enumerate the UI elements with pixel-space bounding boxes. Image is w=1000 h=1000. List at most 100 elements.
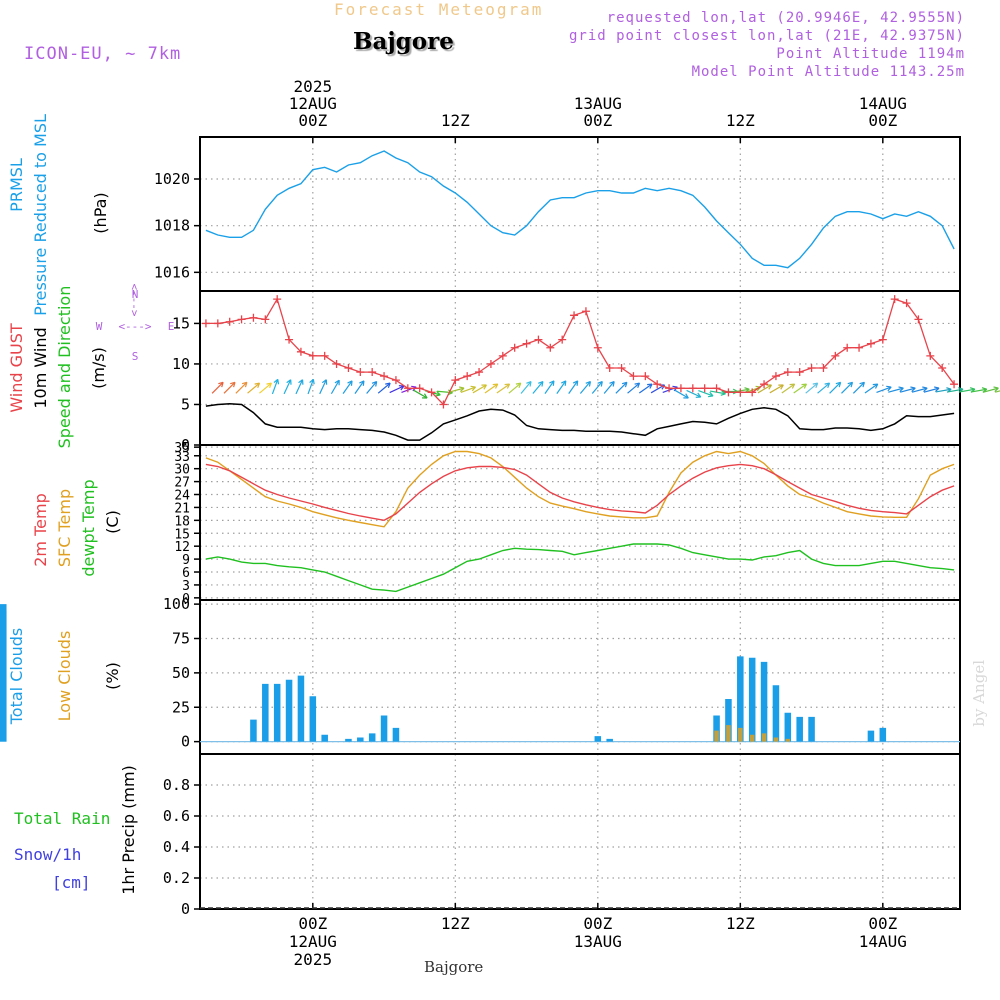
wind-direction-arrow: [413, 389, 428, 399]
low-clouds-bar: [726, 725, 731, 742]
wind-arrow-shaft: [864, 383, 879, 394]
wind-arrow-shaft: [923, 387, 940, 393]
wind-gust-marker: [641, 372, 650, 381]
gust-label: Wind GUST: [7, 323, 26, 413]
wind-gust-marker: [225, 317, 234, 326]
total-clouds-bar: [760, 661, 768, 742]
wind-gust-marker: [629, 372, 638, 381]
wind-gust-marker: [748, 388, 757, 397]
wind-direction-arrow: [627, 382, 641, 394]
wind-ytick-label: 10: [172, 355, 190, 373]
wind-arrow-head: [436, 390, 441, 396]
wind-direction-arrow: [793, 383, 807, 394]
compass-east: E: [168, 320, 175, 333]
wind-arrow-head: [780, 384, 784, 390]
temp-2m-line: [205, 463, 955, 522]
wind-arrow-shaft: [674, 389, 689, 399]
total-clouds-bar: [250, 719, 257, 742]
wind-arrow-head: [470, 385, 476, 388]
wind-arrow-head: [492, 383, 498, 386]
wind-gust-marker: [795, 368, 804, 377]
total-clouds-bar: [594, 736, 602, 742]
wind-gust-marker: [676, 384, 685, 393]
wind-direction-arrow: [983, 386, 999, 393]
wind-direction-arrow: [283, 379, 292, 395]
wind-arrow-head: [233, 382, 236, 388]
wind-arrow-shaft: [271, 379, 279, 395]
total-clouds-bar: [0, 604, 7, 742]
wind-arrow-head: [483, 384, 487, 390]
pressure-unit: (hPa): [91, 192, 110, 233]
wind-arrow-head: [898, 386, 904, 389]
wind-arrow-head: [672, 385, 678, 388]
credit-watermark: by Angel: [970, 660, 988, 727]
wind-direction-arrow: [508, 382, 522, 394]
wind-arrow-shaft: [959, 388, 975, 393]
wind-arrow-head: [886, 385, 892, 388]
wind-arrow-shaft: [472, 384, 487, 394]
top-axis-label: 13AUG: [574, 94, 622, 113]
wind-direction-arrow: [211, 381, 224, 394]
wind-direction-arrow: [911, 386, 928, 393]
wind-arrow-shaft: [935, 388, 952, 393]
wind-arrow-head: [685, 393, 689, 399]
wind-arrow-head: [933, 386, 940, 389]
bottom-axis-label: 2025: [294, 950, 333, 969]
wind-arrow-head: [334, 379, 340, 384]
wind-arrow-head: [387, 382, 391, 389]
wind-panel: 0 5 10 15: [172, 290, 961, 454]
wind-arrow-head: [400, 385, 405, 391]
wind-direction-arrow: [674, 389, 689, 399]
pressure-ytick-label: 1018: [154, 217, 190, 235]
wind-arrow-shaft: [710, 390, 726, 395]
wind-direction-arrow: [995, 390, 1000, 393]
temperature-ytick-label: 15: [174, 527, 190, 542]
wind-arrow-shaft: [900, 387, 916, 393]
precipitation-ytick-label: 0: [181, 900, 190, 918]
wind-arrow-head: [471, 386, 476, 392]
wind-gust-marker: [700, 384, 709, 393]
wind-arrow-head: [385, 382, 391, 385]
chart-title: Forecast Meteogram: [334, 0, 544, 19]
sfc-temp-line: [205, 450, 955, 528]
top-axis-label: 00Z: [583, 111, 612, 130]
wind-arrow-shaft: [876, 386, 892, 393]
wind-arrow-shaft: [888, 387, 904, 393]
wind-arrow-head: [588, 381, 592, 387]
wind-gust-marker: [285, 335, 294, 344]
total-clouds-bar: [262, 683, 269, 742]
compass-horizontal: <--->: [118, 320, 151, 333]
wind-gust-marker: [534, 335, 543, 344]
compass-vertical: <--->: [128, 283, 141, 316]
wind-arrow-head: [459, 387, 465, 393]
wind-arrow-head: [827, 382, 831, 389]
point-altitude: Point Altitude 1194m: [776, 46, 965, 62]
top-axis-label: 00Z: [868, 111, 897, 130]
rain-label: Total Rain: [14, 809, 110, 828]
wind-arrow-shaft: [615, 381, 628, 394]
wind-10m-label: 10m Wind: [31, 327, 50, 408]
wind-direction-arrow: [472, 384, 487, 394]
compass-north: N: [132, 288, 139, 301]
wind-direction-arrow: [342, 380, 353, 394]
wind-arrow-head: [824, 382, 830, 385]
wind-direction-arrow: [638, 383, 653, 394]
wind-arrow-head: [572, 380, 578, 384]
wind-direction-arrow: [366, 380, 378, 394]
wind-direction-arrow: [389, 385, 405, 394]
wind-arrow-head: [552, 380, 555, 386]
wind-arrow-head: [850, 382, 854, 388]
total-clouds-bar: [380, 715, 388, 742]
total-clouds-bar: [392, 727, 400, 742]
wind-arrow-head: [277, 379, 280, 385]
total-clouds-bar: [784, 712, 792, 742]
wind-gust-marker: [878, 335, 887, 344]
wind-arrow-head: [923, 387, 928, 393]
wind-gust-marker: [427, 388, 436, 397]
wind-arrow-shaft: [781, 383, 795, 394]
pressure-label: PRMSL: [7, 158, 26, 212]
wind-arrow-head: [872, 383, 878, 386]
top-axis-label: 12Z: [726, 111, 755, 130]
wind-arrow-shaft: [947, 388, 964, 393]
temperature-ytick-label: 27: [174, 476, 190, 491]
